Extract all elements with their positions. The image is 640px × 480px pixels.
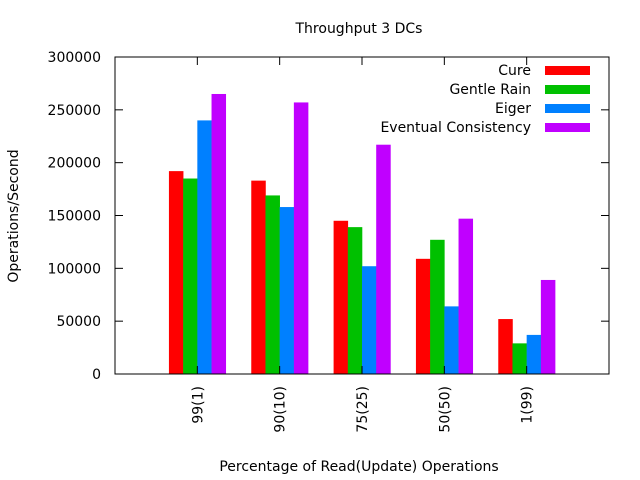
bar-eventual-consistency [540, 279, 556, 374]
legend-label: Eiger [495, 101, 531, 117]
bar-eiger [444, 306, 459, 374]
legend-label: Gentle Rain [449, 82, 531, 98]
bar-eventual-consistency [458, 218, 474, 374]
y-tick-label: 200000 [48, 156, 101, 172]
bar-cure [168, 171, 184, 374]
legend-swatch [545, 66, 590, 75]
bar-eiger [526, 334, 542, 374]
x-tick-label: 50(50) [437, 386, 453, 433]
bar-eventual-consistency [293, 102, 309, 374]
x-axis-label: Percentage of Read(Update) Operations [219, 459, 498, 475]
y-tick-label: 0 [92, 367, 101, 383]
bars-group [168, 93, 556, 375]
x-tick-label: 1(99) [520, 386, 536, 424]
y-tick-label: 150000 [48, 209, 101, 225]
bar-gentle-rain [183, 178, 198, 374]
bar-gentle-rain [265, 195, 280, 374]
legend: Cure Gentle Rain Eiger Eventual Consistency [380, 63, 590, 136]
y-tick-label: 50000 [56, 314, 101, 330]
bar-eventual-consistency [211, 93, 227, 374]
x-tick-label: 90(10) [273, 386, 289, 433]
axes-group: 0 50000 100000 150000 200000 250000 300000 99(1… [48, 50, 610, 433]
bar-eiger [279, 207, 295, 374]
legend-label: Cure [498, 63, 531, 79]
bar-gentle-rain [347, 227, 363, 374]
bar-cure [415, 258, 431, 374]
legend-label: Eventual Consistency [380, 120, 531, 136]
y-tick-label: 100000 [48, 261, 101, 277]
y-tick-label: 300000 [48, 50, 101, 66]
bar-cure [498, 319, 513, 374]
bar-eiger [362, 266, 377, 374]
y-axis-label: Operations/Second [6, 149, 22, 282]
legend-swatch [545, 104, 590, 113]
x-tick-label: 99(1) [190, 386, 206, 424]
legend-swatch [545, 85, 590, 94]
y-tick-label: 250000 [48, 103, 101, 119]
bar-gentle-rain [512, 343, 527, 374]
bar-eiger [197, 120, 212, 375]
bar-cure [251, 180, 266, 374]
chart-title: Throughput 3 DCs [295, 21, 423, 37]
legend-swatch [545, 123, 590, 132]
x-tick-label: 75(25) [355, 386, 371, 433]
bar-gentle-rain [430, 239, 445, 374]
bar-eventual-consistency [376, 144, 391, 374]
bar-cure [333, 220, 349, 374]
